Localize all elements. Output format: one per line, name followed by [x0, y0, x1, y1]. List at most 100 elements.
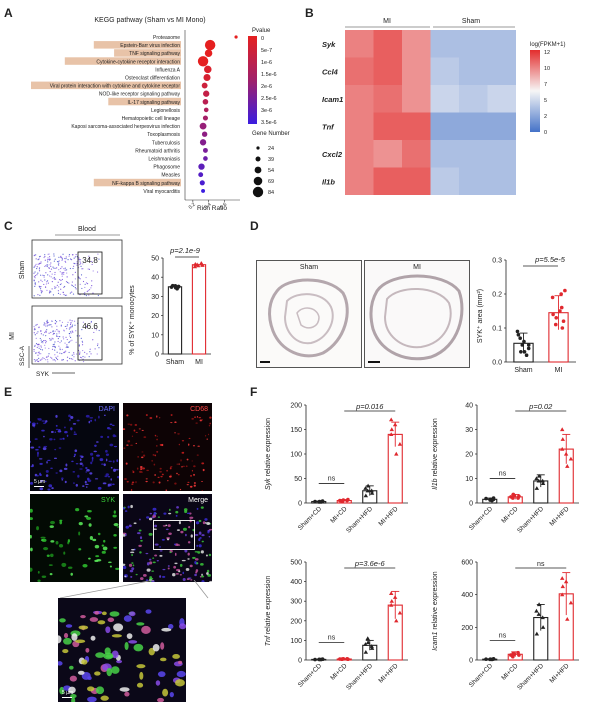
flow-event-dot: [84, 351, 86, 353]
flow-event-dot: [49, 356, 52, 358]
flow-event-dot: [60, 324, 62, 326]
cell-signal: [161, 473, 164, 476]
if-scale-label-zoom: 5 µm: [62, 690, 74, 696]
flow-event-dot: [81, 287, 83, 290]
cell-signal: [165, 489, 168, 491]
cell-signal: [100, 435, 104, 438]
flow-event-dot: [56, 358, 59, 361]
data-point: [389, 591, 394, 595]
flow-event-dot: [84, 286, 86, 289]
flow-event-dot: [37, 344, 39, 346]
cell-signal: [55, 424, 58, 427]
heatmap-cell: [459, 167, 488, 195]
cell-signal: [94, 671, 101, 676]
bar-y-tick-label: 400: [290, 579, 302, 586]
cell-signal: [196, 416, 199, 418]
cell-signal: [141, 429, 144, 431]
cell-signal: [73, 433, 78, 435]
flow-event-dot: [98, 258, 100, 260]
flow-event-dot: [56, 260, 59, 263]
flow-event-dot: [38, 345, 40, 347]
flow-event-dot: [47, 355, 49, 357]
cell-signal: [123, 507, 126, 510]
dapi-nuclei: [30, 414, 119, 491]
cell-signal: [169, 692, 174, 698]
flow-event-dot: [96, 271, 99, 273]
cell-signal: [182, 527, 187, 531]
flow-event-dot: [70, 326, 72, 328]
cell-signal: [50, 430, 54, 434]
flow-event-dot: [57, 290, 59, 292]
flow-event-dot: [44, 331, 46, 334]
cell-signal: [126, 481, 129, 483]
flow-event-dot: [49, 290, 51, 292]
cell-signal: [128, 563, 133, 567]
cell-signal: [154, 454, 157, 457]
flow-event-dot: [48, 347, 50, 350]
bar-y-tick-label: 0: [469, 501, 473, 508]
flow-event-dot: [56, 328, 58, 331]
data-point: [389, 602, 394, 607]
bar-x-label: Sham: [514, 367, 532, 374]
cell-signal: [136, 664, 146, 669]
cell-signal: [100, 463, 104, 465]
cell-signal: [154, 524, 158, 528]
cell-signal: [156, 560, 159, 562]
flow-event-dot: [52, 266, 54, 268]
flow-event-dot: [40, 262, 42, 264]
flow-event-dot: [65, 346, 67, 349]
flow-event-dot: [61, 278, 63, 281]
data-point: [394, 618, 399, 623]
flow-event-dot: [82, 360, 85, 363]
flow-event-dot: [53, 278, 56, 280]
flow-event-dot: [38, 268, 40, 270]
cell-signal: [196, 454, 199, 456]
flow-event-dot: [38, 258, 40, 260]
flow-event-dot: [55, 335, 58, 337]
cell-signal: [197, 445, 200, 447]
histology-label-sham: Sham: [299, 264, 319, 271]
flow-event-dot: [34, 327, 36, 329]
cell-signal: [88, 420, 91, 424]
cell-signal: [89, 472, 93, 475]
cell-signal: [184, 510, 188, 514]
cell-signal: [178, 463, 180, 465]
data-point: [320, 499, 325, 504]
flow-event-dot: [38, 360, 40, 363]
bar-y-tick-label: 0: [298, 501, 302, 508]
cell-signal: [135, 431, 138, 433]
flow-cytometry-panel: Blood 34.8 46.6 Sham MI SSC-A SYK 0 10 20 3…: [9, 226, 211, 378]
flow-event-dot: [84, 356, 86, 358]
cell-signal: [156, 435, 158, 437]
heatmap-row-label: Cxcl2: [322, 150, 343, 159]
cell-signal: [200, 506, 204, 509]
cell-signal: [146, 562, 150, 566]
colorbar-title: log(FPKM+1): [530, 42, 566, 48]
flow-event-dot: [69, 336, 72, 339]
flow-event-dot: [33, 254, 35, 257]
cell-signal: [169, 475, 172, 478]
flow-event-dot: [40, 279, 42, 281]
flow-event-dot: [54, 322, 56, 324]
cell-signal: [102, 546, 108, 551]
flow-event-dot: [44, 347, 46, 349]
cell-signal: [159, 417, 161, 419]
pathway-highlight: [93, 178, 181, 187]
flow-event-dot: [40, 286, 42, 288]
heatmap-cell: [430, 167, 459, 195]
cell-signal: [178, 520, 181, 525]
pathway-label: IL-17 signaling pathway: [127, 100, 180, 106]
heatmap-cell: [402, 112, 431, 140]
cell-signal: [108, 460, 112, 463]
flow-event-dot: [69, 267, 71, 270]
cell-signal: [50, 520, 55, 525]
flow-event-dot: [66, 276, 68, 278]
cell-signal: [55, 541, 59, 545]
bar-y-tick-label: 100: [290, 638, 302, 645]
cell-signal: [89, 417, 94, 419]
cell-signal: [201, 418, 203, 421]
heatmap-cell: [373, 30, 402, 58]
cell-signal: [162, 525, 167, 527]
cell-signal: [125, 525, 130, 529]
cell-signal: [151, 459, 153, 462]
